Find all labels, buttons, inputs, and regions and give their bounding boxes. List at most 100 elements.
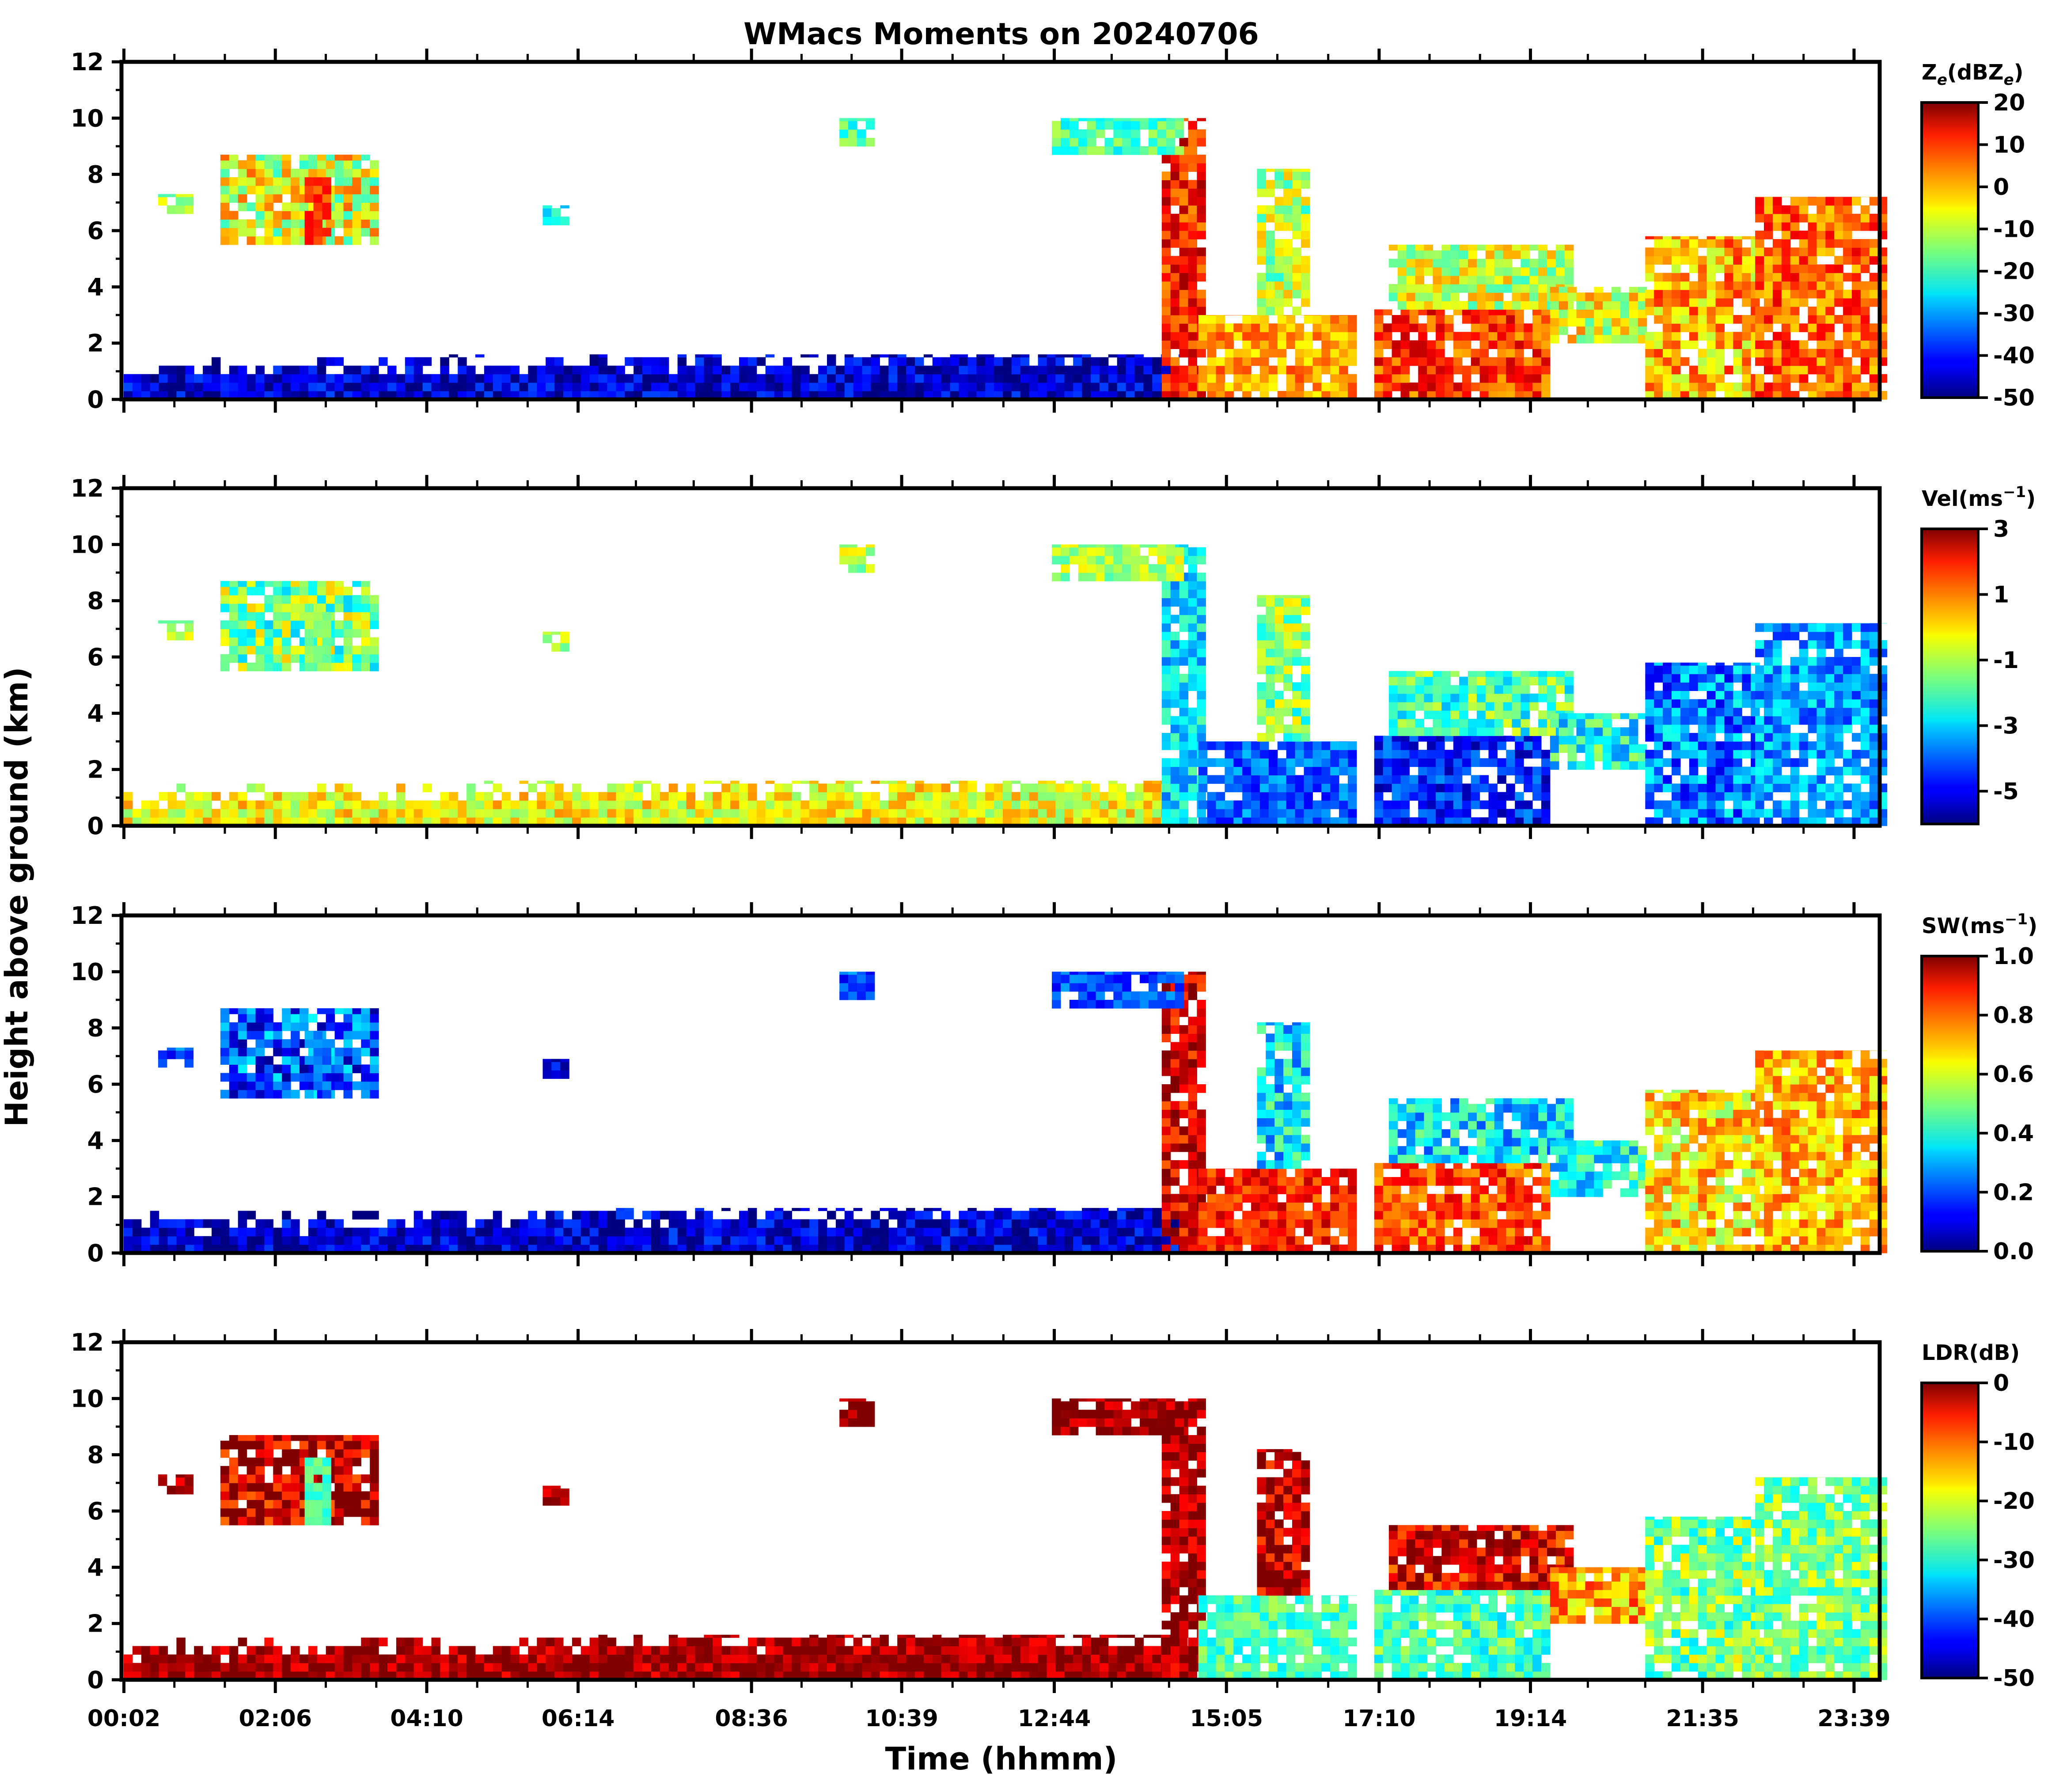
heatmap-cell: [1257, 595, 1266, 598]
heatmap-cell: [1825, 783, 1835, 793]
heatmap-cell: [1064, 374, 1073, 383]
heatmap-cell: [616, 809, 625, 818]
heatmap-cell: [1843, 365, 1852, 375]
heatmap-cell: [1266, 657, 1275, 666]
heatmap-cell: [1170, 264, 1180, 273]
heatmap-cell: [1251, 332, 1260, 341]
heatmap-cell: [1834, 382, 1843, 391]
heatmap-cell: [1834, 792, 1843, 801]
heatmap-cell: [1825, 332, 1835, 341]
heatmap-cell: [1564, 250, 1574, 259]
heatmap-cell: [747, 800, 757, 809]
heatmap-cell: [273, 586, 282, 596]
heatmap-cell: [334, 595, 344, 604]
heatmap-cell: [598, 792, 608, 801]
heatmap-cell: [1503, 671, 1513, 677]
colorbar-tick-label: -10: [1993, 216, 2035, 243]
heatmap-cell: [1764, 205, 1773, 214]
heatmap-cell: [1817, 623, 1826, 632]
heatmap-cell: [1808, 699, 1817, 708]
heatmap-cell: [1742, 382, 1751, 391]
heatmap-cell: [1603, 301, 1612, 310]
heatmap-cell: [633, 1219, 643, 1228]
heatmap-cell: [1612, 334, 1621, 344]
heatmap-cell: [431, 382, 440, 391]
heatmap-cell: [1424, 727, 1433, 736]
heatmap-cell: [1216, 374, 1225, 383]
heatmap-cell: [809, 783, 819, 793]
heatmap-cell: [246, 581, 256, 587]
heatmap-cell: [1020, 800, 1030, 809]
heatmap-cell: [282, 1219, 291, 1228]
heatmap-cell: [1538, 676, 1547, 686]
heatmap-cell: [1283, 707, 1293, 717]
heatmap-cell: [818, 809, 827, 818]
heatmap-cell: [906, 783, 915, 793]
heatmap-cell: [1733, 315, 1742, 324]
heatmap-cell: [1427, 365, 1436, 375]
heatmap-cell: [542, 631, 552, 635]
heatmap-cell: [756, 800, 766, 809]
heatmap-cell: [1038, 781, 1047, 784]
heatmap-cell: [950, 781, 959, 784]
heatmap-cell: [405, 1227, 414, 1237]
heatmap-cell: [422, 809, 432, 818]
heatmap-cell: [1301, 298, 1310, 307]
heatmap-cell: [1781, 222, 1791, 231]
heatmap-cell: [1550, 761, 1559, 770]
heatmap-cell: [361, 809, 370, 818]
heatmap-cell: [1852, 239, 1861, 248]
heatmap-cell: [1274, 699, 1284, 708]
heatmap-cell: [1188, 716, 1197, 725]
heatmap-cell: [1852, 281, 1861, 290]
heatmap-cell: [1689, 306, 1699, 315]
heatmap-cell: [551, 216, 561, 225]
heatmap-cell: [1724, 256, 1733, 265]
heatmap-cell: [1197, 674, 1206, 683]
heatmap-cell: [1672, 357, 1681, 366]
heatmap-cell: [1645, 256, 1654, 265]
heatmap-cell: [1799, 699, 1809, 708]
heatmap-cell: [220, 168, 230, 178]
heatmap-cell: [1817, 809, 1826, 818]
heatmap-cell: [1400, 800, 1410, 809]
heatmap-cell: [1808, 315, 1817, 324]
heatmap-cell: [124, 382, 133, 391]
heatmap-cell: [915, 382, 924, 391]
heatmap-cell: [1152, 365, 1161, 375]
heatmap-cell: [1799, 298, 1809, 307]
heatmap-cell: [1772, 306, 1782, 315]
heatmap-cell: [1680, 289, 1690, 299]
heatmap-cell: [1603, 334, 1612, 344]
heatmap-cell: [976, 374, 986, 383]
heatmap-cell: [246, 604, 256, 612]
heatmap-cell: [1242, 775, 1251, 784]
heatmap-cell: [220, 800, 230, 809]
heatmap-cell: [1292, 222, 1301, 231]
heatmap-cell: [1834, 197, 1843, 206]
heatmap-cell: [1011, 365, 1021, 375]
heatmap-cell: [1521, 710, 1530, 719]
heatmap-cell: [1834, 809, 1843, 818]
heatmap-cell: [264, 581, 273, 587]
heatmap-cell: [589, 792, 599, 801]
heatmap-cell: [1638, 309, 1647, 318]
heatmap-cell: [475, 1227, 485, 1237]
heatmap-cell: [229, 637, 239, 646]
heatmap-cell: [1225, 775, 1234, 784]
heatmap-cell: [1179, 716, 1189, 725]
heatmap-cell: [1292, 180, 1301, 189]
heatmap-cell: [1564, 693, 1574, 702]
heatmap-cell: [246, 186, 256, 194]
heatmap-cell: [853, 374, 863, 383]
heatmap-cell: [1772, 222, 1782, 231]
heatmap-cell: [1715, 332, 1725, 341]
heatmap-cell: [1374, 374, 1384, 383]
heatmap-cell: [1645, 289, 1654, 299]
heatmap-cell: [1471, 349, 1480, 358]
heatmap-cell: [1476, 244, 1486, 251]
heatmap-cell: [1843, 623, 1852, 632]
heatmap-cell: [1488, 309, 1498, 315]
heatmap-cell: [633, 365, 643, 375]
heatmap-cell: [1790, 691, 1800, 700]
